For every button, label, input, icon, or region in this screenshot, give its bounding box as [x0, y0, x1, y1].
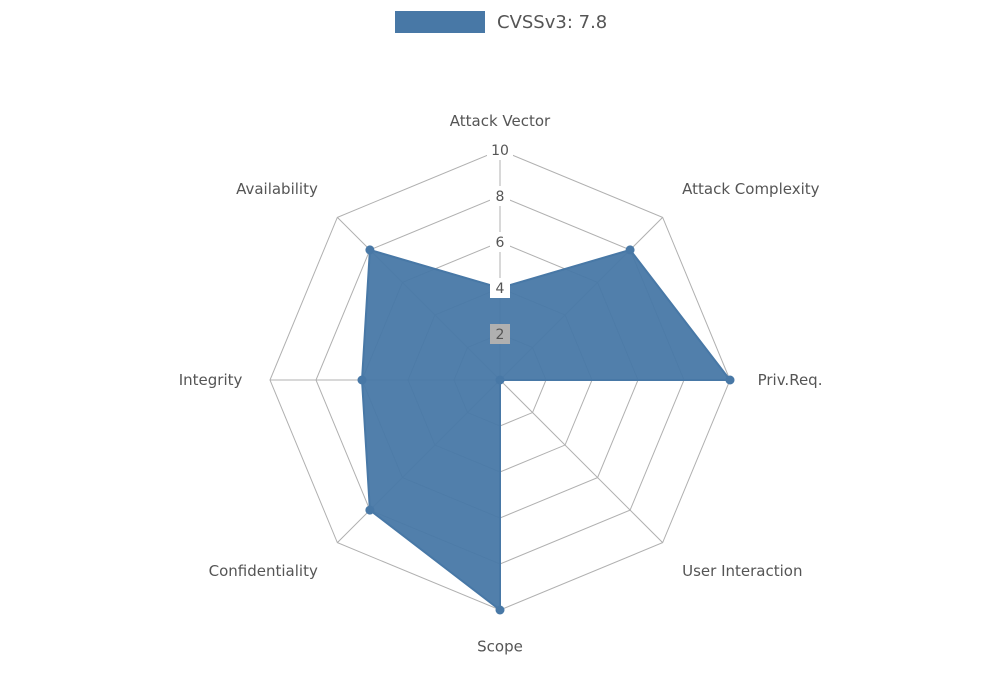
cvss-radar-chart: 2 4 6 8 10 Attack Vector Attack Complexity Priv…	[0, 0, 1000, 700]
axis-label: Attack Complexity	[682, 180, 819, 198]
axis-label: Integrity	[179, 371, 243, 389]
data-point	[726, 376, 735, 385]
legend-swatch	[395, 11, 485, 33]
axis-label: Availability	[236, 180, 318, 198]
data-point	[358, 376, 367, 385]
data-point	[626, 245, 635, 254]
axis-label: Attack Vector	[450, 112, 551, 130]
legend-label: CVSSv3: 7.8	[497, 12, 607, 33]
tick-label: 2	[496, 327, 505, 343]
data-point	[365, 506, 374, 515]
tick-label: 10	[491, 143, 509, 159]
axis-label: Scope	[477, 638, 523, 656]
tick-label: 6	[496, 235, 505, 251]
data-point	[496, 606, 505, 615]
axis-label: Confidentiality	[209, 562, 318, 580]
data-point	[496, 376, 505, 385]
tick-label: 8	[496, 189, 505, 205]
data-point	[365, 245, 374, 254]
axis-label: User Interaction	[682, 562, 802, 580]
chart-legend: CVSSv3: 7.8	[395, 11, 607, 33]
axis-label: Priv.Req.	[758, 371, 823, 389]
tick-label: 4	[496, 281, 505, 297]
